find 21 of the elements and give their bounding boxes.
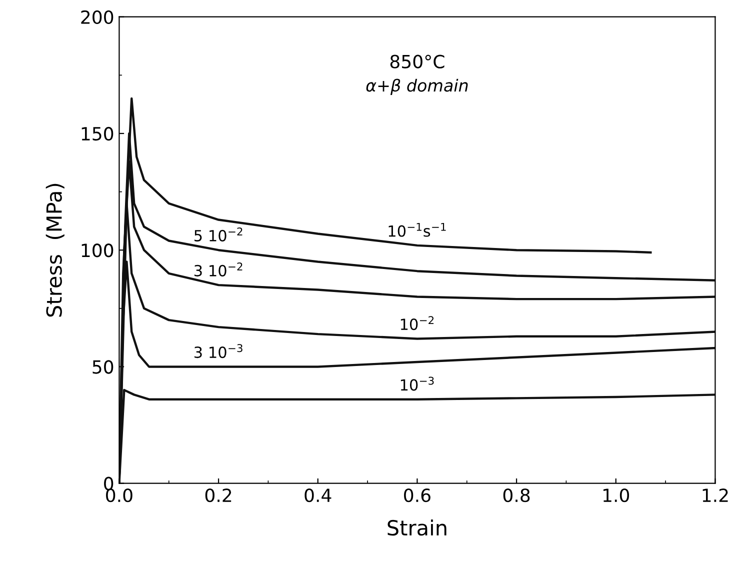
y-axis-title: Stress (MPa) [46, 184, 64, 317]
series-label: 3 10$^{−3}$ [194, 344, 242, 358]
series-label: 10$^{−2}$ [400, 316, 434, 330]
text: 850°C [390, 54, 444, 68]
x-tick-label: 0.6 [404, 488, 430, 502]
series-label: 5 10$^{−2}$ [194, 227, 242, 242]
x-tick-label: 0.4 [304, 488, 332, 502]
y-tick-label: 100 [82, 244, 114, 258]
x-tick-label: 0.0 [106, 488, 132, 502]
y-tick-label: 50 [92, 360, 114, 374]
series-label: 10$^{−3}$ [400, 376, 434, 391]
x-tick-label: 1.2 [702, 488, 728, 502]
series-label: 3 10$^{−2}$ [194, 262, 242, 276]
x-tick-label: 0.8 [503, 488, 530, 502]
x-tick-label: 1.0 [603, 488, 630, 502]
x-axis-title: Strain [388, 520, 446, 536]
x-tick-label: 0.2 [205, 488, 232, 502]
y-tick-label: 150 [82, 126, 114, 141]
series-label: 10$^{−1}$s$^{−1}$ [388, 222, 446, 237]
text: α+β domain [366, 78, 468, 95]
y-tick-label: 200 [81, 10, 114, 24]
